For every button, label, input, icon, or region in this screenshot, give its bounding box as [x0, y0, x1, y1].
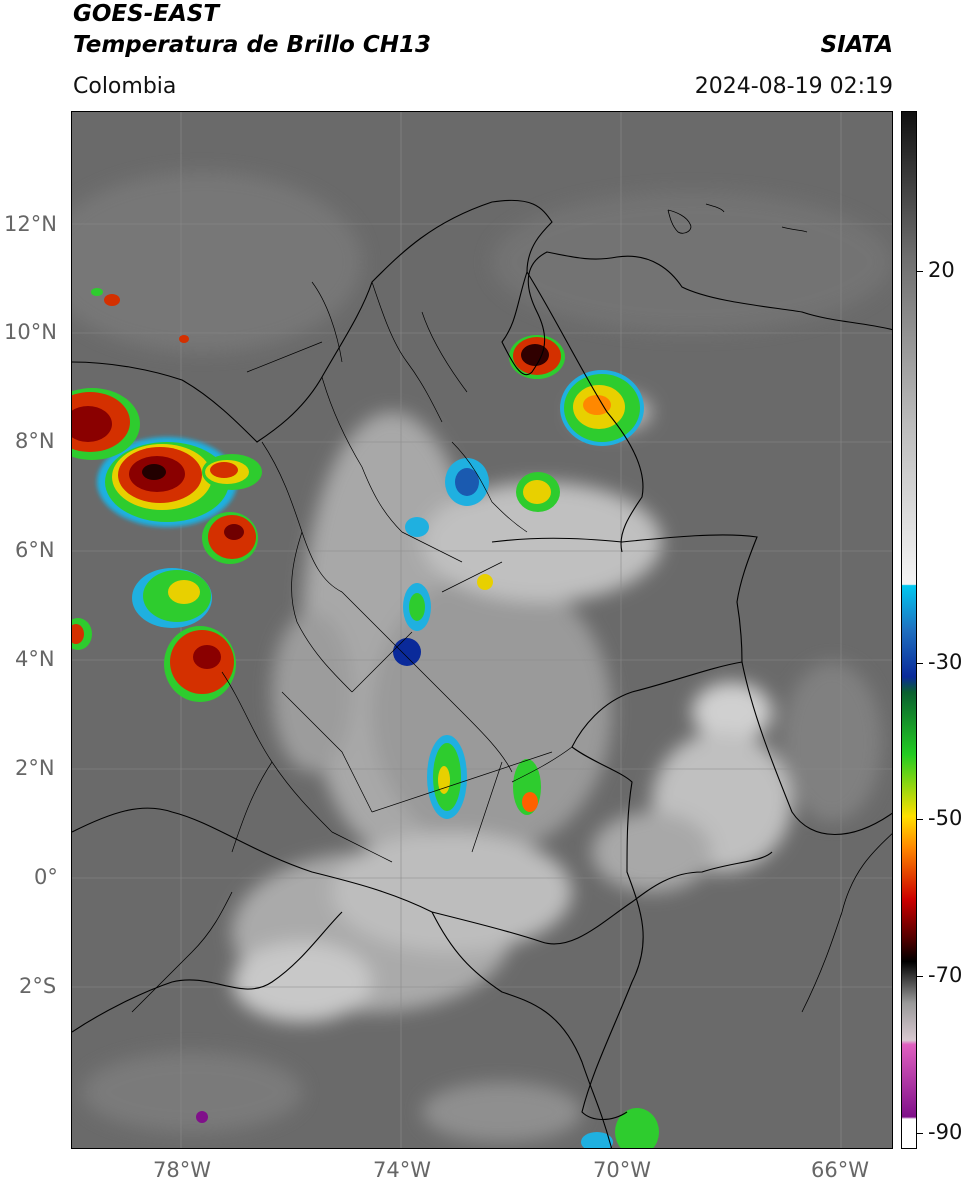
lat-label: 8°N	[15, 429, 55, 453]
map-canvas	[72, 112, 892, 1148]
colorbar-tick	[917, 1133, 923, 1134]
cell-coast-edge	[72, 618, 92, 650]
cell-andes-chain	[393, 458, 493, 666]
cell-amazon-south	[196, 1108, 659, 1148]
colorbar-label: -70	[928, 963, 963, 987]
lat-label: 4°N	[15, 647, 55, 671]
product-title: Temperatura de Brillo CH13	[73, 32, 431, 58]
lat-label: 12°N	[4, 212, 57, 236]
colorbar-tick	[917, 271, 923, 272]
cell-choco-mid	[202, 512, 258, 564]
organization-label: SIATA	[820, 32, 893, 58]
cell-choco-north	[72, 388, 140, 460]
satellite-title: GOES-EAST	[73, 1, 220, 27]
cell-pacific-south	[164, 626, 236, 702]
cell-caribbean	[91, 288, 189, 343]
lon-label: 74°W	[373, 1158, 431, 1182]
lon-label: 66°W	[811, 1158, 869, 1182]
islands-and-coast	[131, 203, 892, 1013]
colorbar	[901, 111, 917, 1149]
satellite-map	[71, 111, 893, 1149]
lat-label: 0°	[34, 865, 58, 889]
colorbar-tick	[917, 663, 923, 664]
lat-label: 10°N	[4, 320, 57, 344]
colorbar-tick	[917, 819, 923, 820]
region-label: Colombia	[73, 74, 177, 99]
cloud-texture	[72, 172, 892, 1142]
cell-pacific-west	[132, 568, 212, 628]
lat-label: 6°N	[15, 538, 55, 562]
colorbar-label: -30	[928, 650, 963, 674]
lat-label: 2°S	[19, 974, 57, 998]
cell-catatumbo	[516, 472, 560, 512]
borders	[72, 199, 892, 1148]
lon-label: 78°W	[153, 1158, 211, 1182]
colorbar-label: -90	[928, 1120, 963, 1144]
colorbar-label: -50	[928, 806, 963, 830]
colorbar-label: 20	[928, 258, 955, 282]
colorbar-tick	[917, 976, 923, 977]
department-borders	[221, 281, 573, 863]
cell-uraba	[202, 454, 262, 490]
lon-label: 70°W	[593, 1158, 651, 1182]
cell-guajira	[509, 335, 565, 379]
lat-label: 2°N	[15, 756, 55, 780]
cell-venezuela	[560, 370, 644, 446]
timestamp-label: 2024-08-19 02:19	[694, 74, 893, 99]
cell-amazon-north	[427, 735, 541, 819]
cell-pacific-north	[97, 437, 237, 527]
